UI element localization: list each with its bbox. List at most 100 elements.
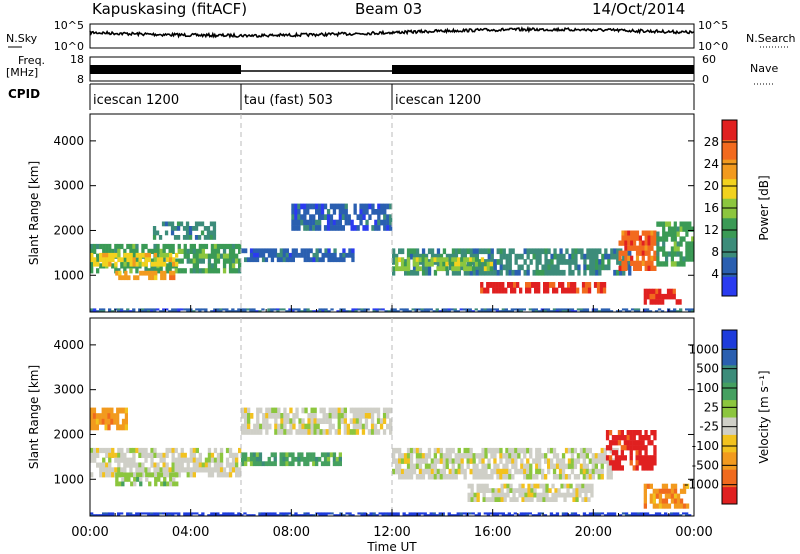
power-cell [499,253,503,260]
power-cell [483,287,487,294]
power-cell [156,261,161,267]
velocity-cell [527,483,531,489]
power-cell [185,235,190,240]
power-cell [366,308,370,311]
velocity-cell [603,447,607,454]
velocity-cell [267,512,271,515]
velocity-cell [326,452,331,458]
power-cell [656,251,660,257]
velocity-cell [95,424,99,431]
velocity-cell [250,413,254,419]
velocity-cell [609,468,613,475]
velocity-cell [231,514,235,517]
velocity-cell [110,418,114,425]
power-cell [412,269,417,276]
velocity-cell [620,455,624,461]
power-cell [195,258,199,264]
power-cell [564,287,568,294]
velocity-cell [624,512,629,515]
power-cell [400,257,405,263]
power-cell [188,230,193,236]
power-cell [448,253,453,260]
velocity-cell [345,512,349,515]
velocity-cell [641,455,645,461]
power-cell [228,258,233,264]
power-cell [463,248,467,255]
power-cell [141,308,145,311]
velocity-cell [398,463,402,470]
velocity-cell [277,407,281,414]
power-cell [238,258,242,264]
power-cell [212,230,217,236]
velocity-cell [144,467,148,473]
power-cell [412,257,416,263]
power-cell [359,203,363,210]
velocity-cell [430,458,434,464]
velocity-cell [591,463,595,470]
power-cell [114,252,118,258]
power-cell [165,243,169,250]
power-cell [151,275,155,281]
velocity-cell [508,468,512,475]
velocity-cell [165,447,169,454]
power-cell [159,257,164,263]
power-cell [165,268,169,274]
power-cell [129,261,133,267]
power-cell [460,264,464,271]
velocity-cell [418,474,423,480]
velocity-cell [282,514,286,517]
velocity-cell [538,463,542,470]
velocity-cell [392,447,396,454]
velocity-cell [488,497,492,502]
power-cell [599,282,604,288]
power-cell [189,258,193,264]
velocity-cell [168,512,172,515]
velocity-cell [527,492,531,498]
velocity-cell [492,512,496,515]
velocity-cell [633,514,638,517]
velocity-cell [447,514,451,517]
velocity-cell [485,488,489,493]
power-cell [294,248,298,254]
power-cell [659,236,663,242]
velocity-cell [608,440,613,446]
power-cell [517,269,521,276]
time-tick-label-5: 20:00 [575,525,612,540]
power-colorbar-swatch-2 [722,237,737,258]
velocity-cell [457,458,461,464]
power-cell [535,253,539,260]
velocity-cell [171,457,175,463]
velocity-cell [623,440,627,446]
power-cell [288,310,292,313]
power-cell [326,209,331,215]
power-cell [508,253,512,260]
power-cell [132,257,136,263]
power-cell [303,252,307,258]
power-cell [589,264,593,271]
velocity-cell [367,413,372,419]
power-cell [628,259,632,265]
velocity-cell [516,514,520,517]
velocity-cell [92,407,97,414]
power-cell [537,282,541,288]
power-cell [496,248,500,255]
velocity-cell [670,488,675,494]
velocity-cell [573,514,578,517]
power-cell [505,264,509,271]
power-band-10 [643,288,682,305]
power-cell [321,252,325,258]
power-cell [350,225,354,231]
power-cell [312,225,316,231]
power-cell [321,308,325,311]
velocity-cell [496,463,500,470]
power-cell [162,252,167,258]
velocity-cell [635,455,639,461]
power-cell [688,256,692,262]
velocity-cell [541,468,545,475]
power-cell [141,248,145,254]
power-cell [555,310,560,313]
power-cell [587,287,592,294]
velocity-cell [487,463,491,470]
velocity-cell [505,447,509,454]
power-cell [148,270,152,276]
